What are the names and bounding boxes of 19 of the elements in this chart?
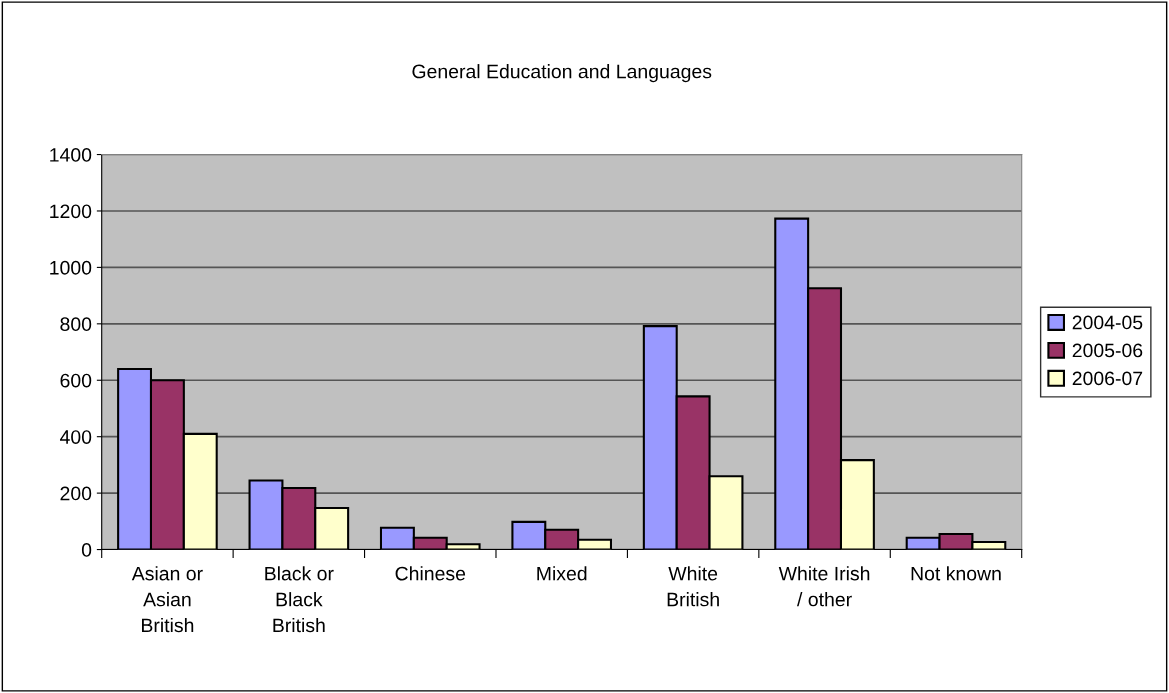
x-tick-label: White Irish / other bbox=[778, 566, 870, 607]
x-tick-label: Black or Black British bbox=[265, 566, 334, 633]
x-tick-label: Mixed bbox=[537, 566, 587, 581]
x-tick-label: Chinese bbox=[395, 566, 466, 581]
legend-label: 2006-07 bbox=[1072, 371, 1143, 386]
legend-label: 2005-06 bbox=[1072, 343, 1143, 358]
y-tick-label: 400 bbox=[59, 430, 92, 444]
legend-label: 2004-05 bbox=[1072, 315, 1143, 330]
y-tick-label: 1000 bbox=[50, 260, 92, 275]
y-tick-label: 800 bbox=[60, 317, 92, 332]
y-tick-label: 200 bbox=[60, 486, 92, 501]
y-tick-label: 0 bbox=[81, 543, 92, 557]
x-tick-label: Not known bbox=[911, 566, 1001, 581]
chart-title: General Education and Languages bbox=[412, 64, 712, 83]
x-tick-label: Asian or Asian British bbox=[131, 566, 203, 633]
x-tick-label: White British bbox=[667, 566, 719, 607]
y-tick-label: 1200 bbox=[50, 204, 92, 219]
y-tick-label: 1400 bbox=[50, 148, 92, 162]
y-tick-label: 600 bbox=[60, 373, 92, 388]
